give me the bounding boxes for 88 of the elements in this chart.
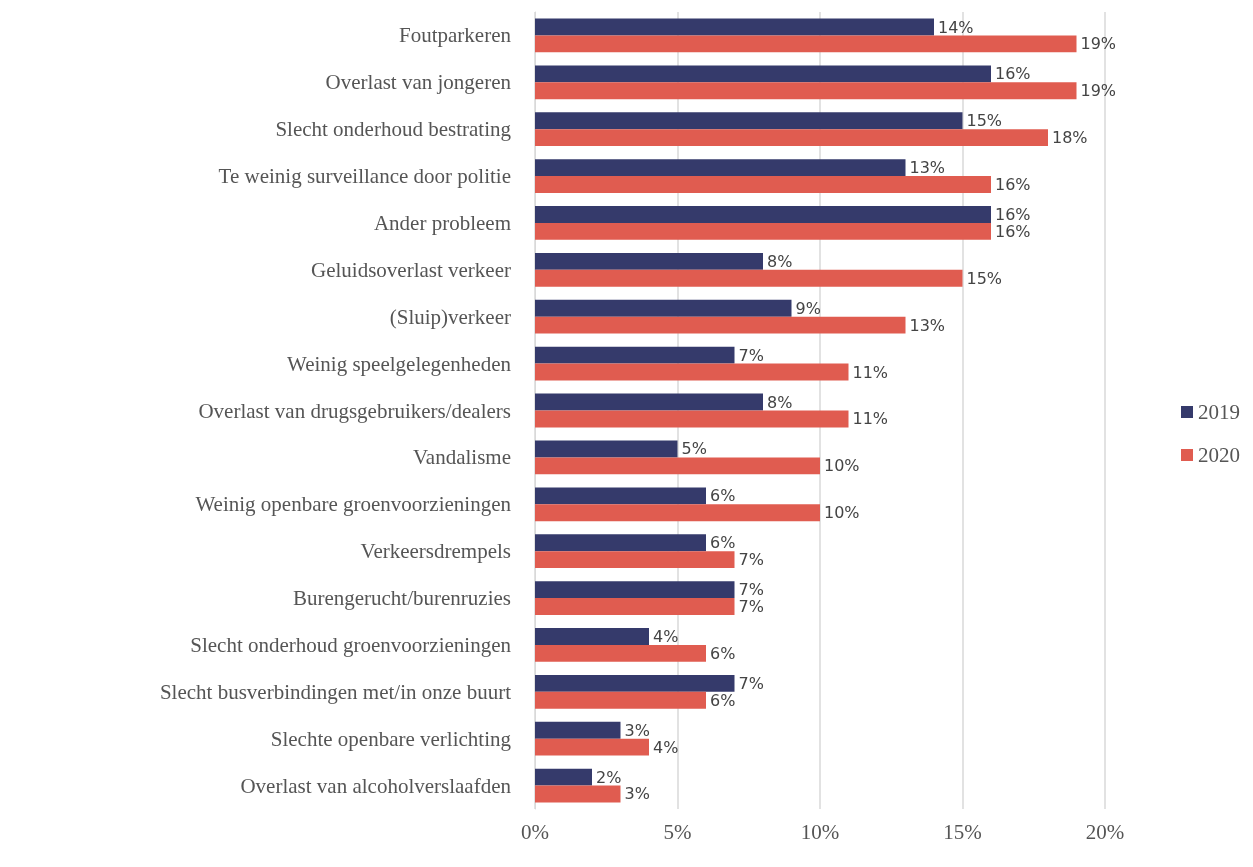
data-label: 18% — [1052, 128, 1088, 148]
data-label: 8% — [767, 251, 793, 271]
bar — [535, 691, 706, 709]
data-label: 7% — [738, 345, 764, 365]
data-label: 10% — [824, 503, 860, 523]
data-label: 4% — [653, 737, 679, 757]
bar — [535, 674, 735, 692]
y-tick-label: Verkeersdrempels — [360, 539, 511, 564]
y-tick-label: Slecht busverbindingen met/in onze buurt — [159, 679, 512, 704]
data-label: 6% — [710, 690, 736, 710]
data-label: 11% — [852, 409, 889, 429]
legend-label: 2019 — [1198, 400, 1240, 424]
data-label: 8% — [767, 392, 793, 412]
bar — [535, 82, 1077, 100]
data-label: 15% — [966, 111, 1003, 131]
bar — [535, 65, 991, 83]
data-label: 16% — [995, 175, 1031, 195]
bar — [535, 222, 991, 240]
y-tick-label: Overlast van jongeren — [325, 70, 512, 95]
bar — [535, 346, 735, 364]
y-tick-label: Te weinig surveillance door politie — [218, 164, 511, 189]
x-tick-label: 5% — [663, 819, 692, 844]
bar — [535, 504, 820, 522]
y-tick-label: Weinig openbare groenvoorzieningen — [195, 492, 512, 517]
y-tick-label: Overlast van alcoholverslaafden — [240, 773, 512, 798]
y-tick-label: Burengerucht/burenruzies — [292, 586, 511, 611]
y-tick-label: Overlast van drugsgebruikers/dealers — [198, 398, 511, 423]
data-label: 10% — [824, 456, 860, 476]
bar — [535, 363, 849, 381]
bar — [535, 440, 678, 458]
y-tick-label: Ander probleem — [373, 210, 511, 235]
data-label: 9% — [795, 298, 821, 318]
bar — [535, 628, 649, 645]
data-label: 6% — [710, 486, 736, 506]
y-tick-label: Vandalisme — [413, 445, 511, 470]
bar — [535, 785, 621, 803]
data-label: 13% — [909, 158, 946, 178]
bar — [535, 551, 735, 569]
x-tick-label: 15% — [943, 819, 982, 844]
bar — [535, 112, 963, 130]
data-label: 19% — [1080, 81, 1117, 101]
data-label: 16% — [995, 64, 1031, 84]
bar — [535, 18, 934, 36]
bar — [535, 316, 906, 334]
data-label: 13% — [909, 315, 946, 335]
data-label: 15% — [966, 268, 1003, 288]
y-tick-label: Weinig speelgelegenheden — [287, 351, 512, 376]
x-tick-label: 10% — [800, 819, 840, 844]
bar — [535, 159, 906, 177]
data-label: 19% — [1080, 34, 1117, 54]
data-label: 3% — [624, 720, 650, 740]
y-tick-label: Slecht onderhoud bestrating — [275, 117, 512, 142]
bar — [535, 534, 706, 552]
bar — [535, 129, 1048, 147]
bar — [535, 457, 820, 475]
data-label: 14% — [938, 17, 974, 37]
bar — [535, 176, 991, 193]
y-tick-label: Geluidsoverlast verkeer — [310, 257, 511, 282]
data-label: 7% — [738, 673, 764, 693]
bar — [535, 644, 706, 662]
bar — [535, 598, 735, 615]
x-tick-label: 0% — [521, 819, 549, 844]
bar — [535, 393, 763, 411]
bar — [535, 738, 649, 756]
x-tick-label: 20% — [1085, 819, 1125, 844]
data-label: 4% — [653, 626, 679, 646]
bar — [535, 299, 792, 317]
bar — [535, 487, 706, 505]
bar — [535, 252, 763, 270]
data-label: 6% — [710, 533, 736, 553]
bar — [535, 768, 592, 786]
y-tick-label: Slecht onderhoud groenvoorzieningen — [190, 632, 512, 657]
bar — [535, 269, 963, 287]
bar — [535, 410, 849, 428]
legend-label: 2020 — [1198, 443, 1240, 467]
bar — [535, 581, 735, 599]
data-label: 11% — [852, 362, 889, 382]
bar — [535, 35, 1077, 53]
bar — [535, 206, 991, 223]
y-tick-label: Foutparkeren — [399, 23, 512, 48]
data-label: 2% — [596, 767, 622, 787]
y-tick-label: Slechte openbare verlichting — [270, 726, 512, 751]
data-label: 6% — [710, 643, 736, 663]
data-label: 7% — [738, 550, 764, 570]
y-tick-label: (Sluip)verkeer — [389, 304, 511, 329]
bar — [535, 721, 621, 739]
data-label: 3% — [624, 784, 650, 804]
data-label: 5% — [681, 439, 707, 459]
